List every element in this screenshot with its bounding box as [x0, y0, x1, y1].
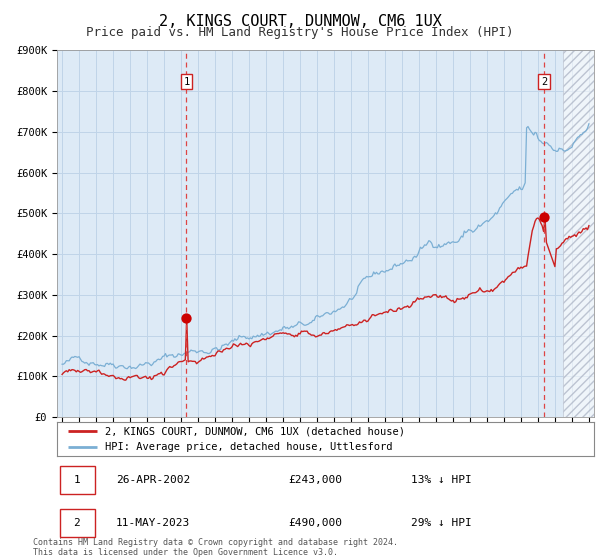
- Bar: [563, 50, 600, 417]
- Text: 26-APR-2002: 26-APR-2002: [116, 475, 190, 485]
- FancyBboxPatch shape: [59, 466, 95, 494]
- Text: 13% ↓ HPI: 13% ↓ HPI: [412, 475, 472, 485]
- Text: 2: 2: [73, 519, 80, 528]
- Point: [539, 213, 549, 222]
- Text: 29% ↓ HPI: 29% ↓ HPI: [412, 519, 472, 528]
- Point: [182, 314, 191, 323]
- Text: 2, KINGS COURT, DUNMOW, CM6 1UX: 2, KINGS COURT, DUNMOW, CM6 1UX: [158, 14, 442, 29]
- Text: 2, KINGS COURT, DUNMOW, CM6 1UX (detached house): 2, KINGS COURT, DUNMOW, CM6 1UX (detache…: [106, 426, 406, 436]
- FancyBboxPatch shape: [59, 510, 95, 537]
- Text: Contains HM Land Registry data © Crown copyright and database right 2024.
This d: Contains HM Land Registry data © Crown c…: [33, 538, 398, 557]
- Text: 2: 2: [541, 77, 547, 87]
- Text: 1: 1: [73, 475, 80, 485]
- Text: 1: 1: [184, 77, 190, 87]
- Text: £243,000: £243,000: [288, 475, 342, 485]
- Text: £490,000: £490,000: [288, 519, 342, 528]
- Text: HPI: Average price, detached house, Uttlesford: HPI: Average price, detached house, Uttl…: [106, 442, 393, 452]
- Text: 11-MAY-2023: 11-MAY-2023: [116, 519, 190, 528]
- Text: Price paid vs. HM Land Registry's House Price Index (HPI): Price paid vs. HM Land Registry's House …: [86, 26, 514, 39]
- Bar: [563, 50, 600, 417]
